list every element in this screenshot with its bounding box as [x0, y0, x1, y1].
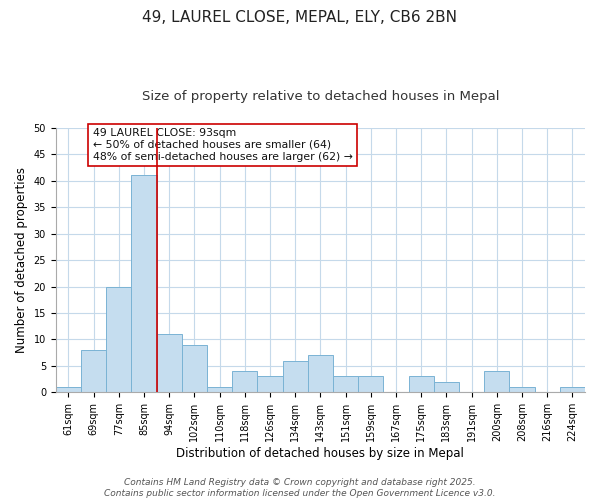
Bar	[333, 376, 358, 392]
Bar	[283, 360, 308, 392]
Bar	[560, 387, 585, 392]
Bar	[157, 334, 182, 392]
Bar	[308, 356, 333, 393]
Text: Contains HM Land Registry data © Crown copyright and database right 2025.
Contai: Contains HM Land Registry data © Crown c…	[104, 478, 496, 498]
Bar	[434, 382, 459, 392]
Text: 49 LAUREL CLOSE: 93sqm
← 50% of detached houses are smaller (64)
48% of semi-det: 49 LAUREL CLOSE: 93sqm ← 50% of detached…	[93, 128, 353, 162]
Bar	[131, 176, 157, 392]
Bar	[257, 376, 283, 392]
Bar	[106, 286, 131, 393]
Bar	[509, 387, 535, 392]
Bar	[232, 371, 257, 392]
Text: 49, LAUREL CLOSE, MEPAL, ELY, CB6 2BN: 49, LAUREL CLOSE, MEPAL, ELY, CB6 2BN	[143, 10, 458, 25]
Title: Size of property relative to detached houses in Mepal: Size of property relative to detached ho…	[142, 90, 499, 103]
X-axis label: Distribution of detached houses by size in Mepal: Distribution of detached houses by size …	[176, 447, 464, 460]
Bar	[182, 344, 207, 393]
Bar	[207, 387, 232, 392]
Bar	[358, 376, 383, 392]
Bar	[484, 371, 509, 392]
Bar	[56, 387, 81, 392]
Bar	[81, 350, 106, 393]
Y-axis label: Number of detached properties: Number of detached properties	[15, 167, 28, 353]
Bar	[409, 376, 434, 392]
